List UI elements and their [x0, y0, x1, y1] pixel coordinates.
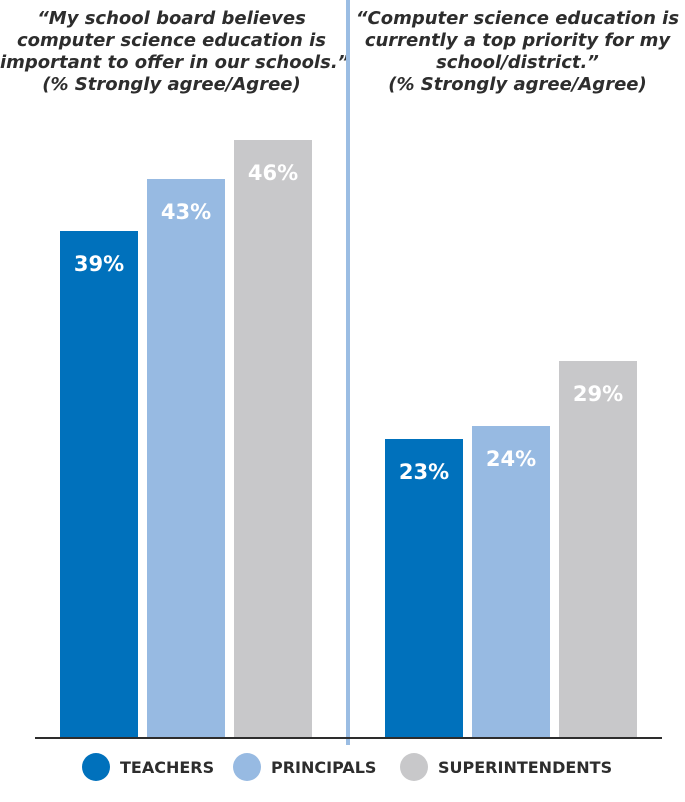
bar-value-label: 23%: [399, 460, 449, 484]
legend-label: PRINCIPALS: [271, 757, 377, 777]
bar-principals: [147, 179, 225, 738]
panel-divider: [346, 0, 350, 745]
title-line: “Computer science education is: [355, 8, 680, 29]
bar-value-label: 46%: [248, 161, 298, 185]
title-line: (% Strongly agree/Agree): [388, 74, 647, 95]
bar-value-label: 43%: [161, 200, 211, 224]
legend-item: PRINCIPALS: [233, 752, 376, 782]
title-line: (% Strongly agree/Agree): [42, 74, 301, 95]
legend-item: TEACHERS: [82, 752, 214, 782]
legend-swatch: [400, 753, 428, 781]
legend-swatch: [82, 753, 110, 781]
title-line: computer science education is: [17, 30, 326, 51]
right-panel-title: “Computer science education is currently…: [350, 8, 685, 96]
bar-value-label: 24%: [486, 447, 536, 471]
bar-value-label: 39%: [74, 252, 124, 276]
legend-swatch: [233, 753, 261, 781]
bar-teachers: [385, 439, 463, 738]
bar-teachers: [60, 231, 138, 738]
legend-item: SUPERINTENDENTS: [400, 752, 612, 782]
bar-superintendents: [234, 140, 312, 738]
title-line: important to offer in our schools.”: [0, 52, 350, 73]
bar-principals: [472, 426, 550, 738]
bar-superintendents: [559, 361, 637, 738]
title-line: school/district.”: [436, 52, 599, 73]
legend-label: SUPERINTENDENTS: [438, 757, 613, 777]
legend-label: TEACHERS: [120, 757, 215, 777]
left-panel-title: “My school board believes computer scien…: [0, 8, 350, 96]
legend: TEACHERS PRINCIPALS SUPERINTENDENTS: [0, 752, 685, 782]
title-line: “My school board believes: [37, 8, 306, 29]
bar-value-label: 29%: [573, 382, 623, 406]
title-line: currently a top priority for my: [364, 30, 671, 51]
